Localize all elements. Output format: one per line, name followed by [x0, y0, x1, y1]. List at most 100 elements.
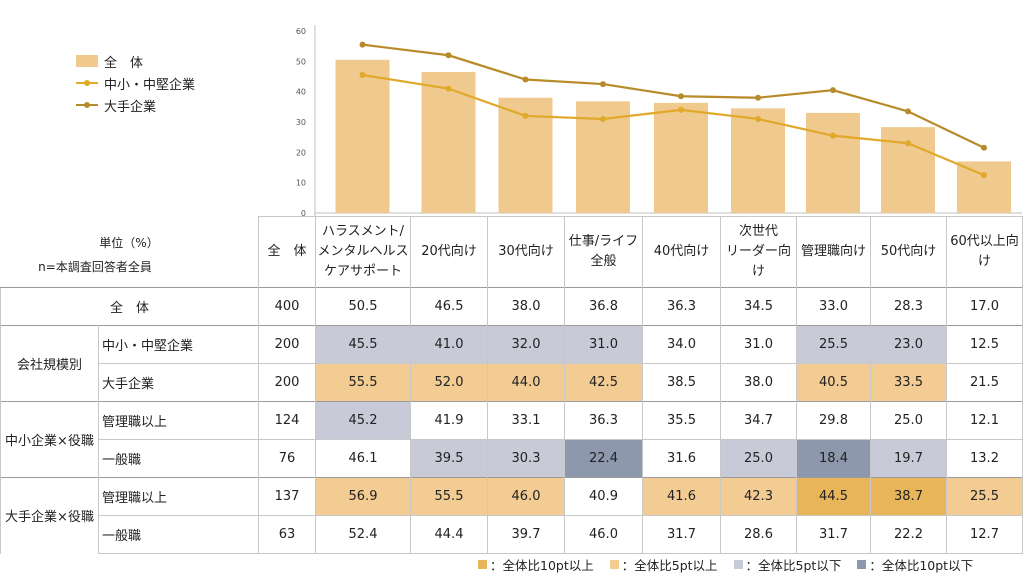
column-header-7: 50代向け	[870, 216, 947, 288]
key-label: ：全体比10pt以下	[869, 558, 974, 573]
table-cell: 21.5	[946, 363, 1023, 402]
key-swatch	[478, 560, 487, 569]
point-large-5	[755, 94, 761, 101]
row-group-label: 中小企業×役職	[0, 401, 99, 478]
row-group-label: 全 体	[0, 287, 259, 326]
table-cell: 12.1	[946, 401, 1023, 440]
y-tick-label-1: 10	[296, 179, 306, 188]
key-item-hi5: ：全体比5pt以上	[609, 555, 718, 574]
y-tick-label-0: 0	[301, 209, 306, 216]
table-cell: 34.5	[720, 287, 797, 326]
row-label: 大手企業	[98, 363, 259, 402]
point-small-0	[359, 71, 366, 78]
table-cell: 22.2	[870, 515, 947, 554]
table-cell: 36.3	[564, 401, 643, 440]
table-cell: 50.5	[315, 287, 411, 326]
table-cell: 46.0	[564, 515, 643, 554]
row-n-value: 124	[258, 401, 316, 440]
table-cell: 44.5	[796, 477, 871, 516]
table-cell: 46.1	[315, 439, 411, 478]
table-cell: 42.5	[564, 363, 643, 402]
table-cell: 33.1	[487, 401, 565, 440]
table-row: 大手企業×役職 管理職以上 137 56.9 55.5 46.0 40.9 41.6 42.3 4…	[0, 477, 1023, 554]
key-swatch	[609, 560, 619, 569]
column-header-line: ハラスメント/	[321, 224, 405, 239]
point-small-1	[445, 85, 452, 92]
bar-1	[421, 71, 476, 213]
column-header-line: け	[751, 264, 765, 279]
legend-item-total: 全 体	[76, 50, 195, 72]
table-cell: 46.5	[410, 287, 488, 326]
column-header-line: 全般	[590, 254, 617, 269]
point-large-8	[981, 144, 987, 151]
header-n: 全 体	[258, 216, 316, 288]
table-cell: 52.4	[315, 515, 411, 554]
table-cell: 25.0	[720, 439, 797, 478]
table-row: 大手企業 200 55.5 52.0 44.0 42.5 38.5 38.0 40.5 33.5 2…	[1, 363, 1023, 402]
data-table-wrap: 全 体ハラスメント/メンタルヘルス ケアサポート 20代向け 30代向け 仕事/ライフ全…	[0, 216, 1024, 554]
table-cell: 45.2	[315, 401, 411, 440]
column-header-line: ケアサポート	[323, 264, 402, 279]
point-small-5	[755, 115, 761, 122]
bar-7	[881, 127, 935, 213]
column-header-line: 40代向け	[653, 244, 710, 259]
table-cell: 28.3	[870, 287, 947, 326]
table-cell: 44.0	[487, 363, 565, 402]
bar-8	[957, 161, 1011, 213]
legend-item-small: 中小・中堅企業	[76, 72, 195, 94]
legend-label-total: 全 体	[104, 55, 144, 71]
table-cell: 25.5	[796, 325, 871, 364]
column-header-8: 60代以上向け	[946, 216, 1023, 288]
table-cell: 36.3	[642, 287, 721, 326]
bar-5	[731, 108, 785, 213]
bar-0	[335, 59, 390, 213]
table-cell: 56.9	[315, 477, 411, 516]
table-cell: 40.5	[796, 363, 871, 402]
column-header-3: 仕事/ライフ 全般	[564, 216, 643, 288]
y-tick-label-4: 40	[296, 88, 306, 97]
column-header-line: 20代向け	[421, 244, 477, 259]
table-row: 中小企業×役職 管理職以上 124 45.2 41.9 33.1 36.3 35.5 34.7 2…	[0, 401, 1023, 478]
table-cell: 41.0	[410, 325, 488, 364]
key-item-lo5: ：全体比5pt以下	[733, 555, 842, 574]
point-small-6	[830, 132, 836, 139]
table-cell: 38.0	[487, 287, 565, 326]
row-label: 中小・中堅企業	[98, 325, 259, 364]
n-label: n=本調査回答者全員	[38, 260, 152, 274]
row-label: 管理職以上	[98, 401, 259, 440]
row-group-label: 会社規模別	[0, 325, 99, 402]
point-small-2	[522, 112, 529, 119]
table-cell: 34.0	[642, 325, 721, 364]
table-cell: 40.9	[564, 477, 643, 516]
table-cell: 17.0	[946, 287, 1023, 326]
table-cell: 39.7	[487, 515, 565, 554]
y-tick-label-5: 50	[296, 57, 306, 66]
table-cell: 33.0	[796, 287, 871, 326]
chart-canvas: 0 10 20 30 40 50 60	[296, 25, 1022, 216]
column-header-0: ハラスメント/メンタルヘルス ケアサポート	[315, 216, 411, 288]
table-cell: 30.3	[487, 439, 565, 478]
key-item-lo10: ：全体比10pt以下	[857, 555, 973, 574]
table-cell: 38.0	[720, 363, 797, 402]
table-cell: 31.0	[564, 325, 643, 364]
table-cell: 13.2	[946, 439, 1023, 478]
key-label: ：全体比5pt以下	[745, 558, 842, 573]
key-item-hi10: ：全体比10pt以上	[478, 555, 594, 574]
row-label: 一般職	[98, 515, 259, 554]
table-cell: 25.5	[946, 477, 1023, 516]
point-small-3	[600, 115, 606, 122]
point-large-1	[445, 52, 452, 59]
point-large-2	[522, 76, 529, 83]
chart-legend: 全 体 中小・中堅企業 大手企業	[76, 50, 195, 116]
table-cell: 31.6	[642, 439, 721, 478]
point-large-0	[359, 41, 366, 48]
table-cell: 36.8	[564, 287, 643, 326]
row-n-value: 63	[258, 515, 316, 554]
color-key: ：全体比10pt以上 ：全体比5pt以上 ：全体比5pt以下 ：全体比10pt以下	[478, 555, 989, 574]
column-header-4: 40代向け	[642, 216, 721, 288]
bar-4	[654, 102, 708, 213]
column-header-line: 30代向け	[498, 244, 554, 259]
column-header-line: 50代向け	[880, 244, 937, 259]
point-large-7	[905, 108, 911, 115]
table-cell: 29.8	[796, 401, 871, 440]
